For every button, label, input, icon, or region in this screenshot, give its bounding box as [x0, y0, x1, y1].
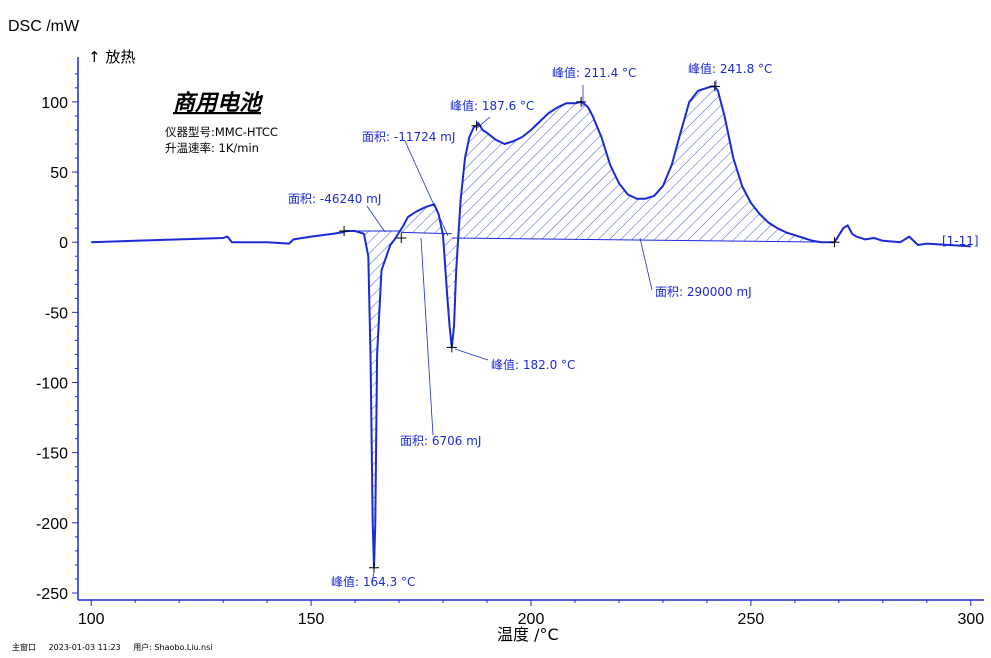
integration-baseline: [451, 237, 835, 243]
y-tick-label: -50: [45, 305, 68, 322]
peak-marker: [339, 225, 350, 236]
annotation-label: 面积: 6706 mJ: [400, 434, 481, 448]
footer-window: 主窗口: [12, 643, 36, 652]
peak-marker: [368, 562, 379, 573]
annotation-label: 峰值: 187.6 °C: [450, 98, 534, 113]
integration-area-2: [451, 86, 835, 327]
chart-axes: 100 50 0 -50 -100 -150 -200 -250 100 150 200 250 300: [36, 57, 984, 628]
peak-marker: [446, 342, 457, 353]
y-tick-label: -150: [36, 446, 68, 463]
y-tick-label: -250: [36, 586, 68, 603]
annotation-leader: [366, 205, 386, 233]
info-line-rate: 升温速率: 1K/min: [165, 141, 259, 155]
dsc-curve-line: [91, 85, 971, 569]
footer-user: 用户: Shaobo.Liu.nsi: [133, 643, 213, 652]
annotation-label: 面积: -11724 mJ: [362, 130, 455, 144]
y-tick-label: 50: [50, 165, 68, 182]
annotation-leader: [420, 237, 434, 436]
x-axis-label: 温度 /°C: [497, 625, 559, 644]
annotation-label: 峰值: 182.0 °C: [491, 357, 575, 372]
peak-marker: [396, 233, 407, 243]
y-tick-label: 0: [59, 235, 68, 252]
annotations: 面积: -46240 mJ 面积: -11724 mJ 峰值: 187.6 °C 峰值…: [288, 61, 979, 589]
info-line-instrument: 仪器型号:MMC-HTCC: [165, 125, 278, 139]
x-tick-label: 250: [738, 611, 765, 628]
annotation-label: [1-11]: [942, 234, 979, 248]
annotation-label: 峰值: 241.8 °C: [688, 61, 772, 76]
annotation-label: 峰值: 164.3 °C: [331, 574, 415, 589]
y-tick-label: 100: [41, 95, 68, 112]
footer-datetime: 2023-01-03 11:23: [48, 643, 121, 652]
annotation-label: 面积: 290000 mJ: [655, 285, 752, 299]
chart-title: 商用电池: [173, 90, 264, 116]
integration-baseline: [401, 231, 452, 235]
annotation-leader: [371, 571, 375, 584]
annotation-leader: [454, 348, 489, 361]
annotation-leader: [639, 237, 653, 291]
y-tick-label: -100: [36, 376, 68, 393]
x-tick-label: 200: [518, 611, 545, 628]
footer: 主窗口 2023-01-03 11:23 用户: Shaobo.Liu.nsi: [12, 642, 223, 653]
peak-marker: [829, 237, 840, 248]
x-tick-label: 300: [957, 611, 984, 628]
annotation-leader: [476, 116, 491, 129]
exo-label: ↑ 放热: [88, 48, 135, 66]
x-tick-label: 150: [298, 611, 325, 628]
x-tick-label: 100: [78, 611, 105, 628]
axis-labels: DSC /mW ↑ 放热 温度 /°C 商用电池 仪器型号:MMC-HTCC 升…: [8, 18, 559, 644]
dsc-curve: [91, 85, 971, 569]
y-tick-label: -200: [36, 516, 68, 533]
annotation-label: 峰值: 211.4 °C: [552, 65, 636, 80]
peak-marker: [576, 96, 587, 107]
y-axis-label: DSC /mW: [8, 18, 80, 35]
integration-area-0: [344, 231, 402, 568]
annotation-leader: [404, 140, 449, 237]
integration-area-hatch: [344, 86, 835, 568]
annotation-label: 面积: -46240 mJ: [288, 192, 381, 206]
peak-marker: [709, 81, 720, 92]
integration-area-1: [401, 204, 452, 327]
